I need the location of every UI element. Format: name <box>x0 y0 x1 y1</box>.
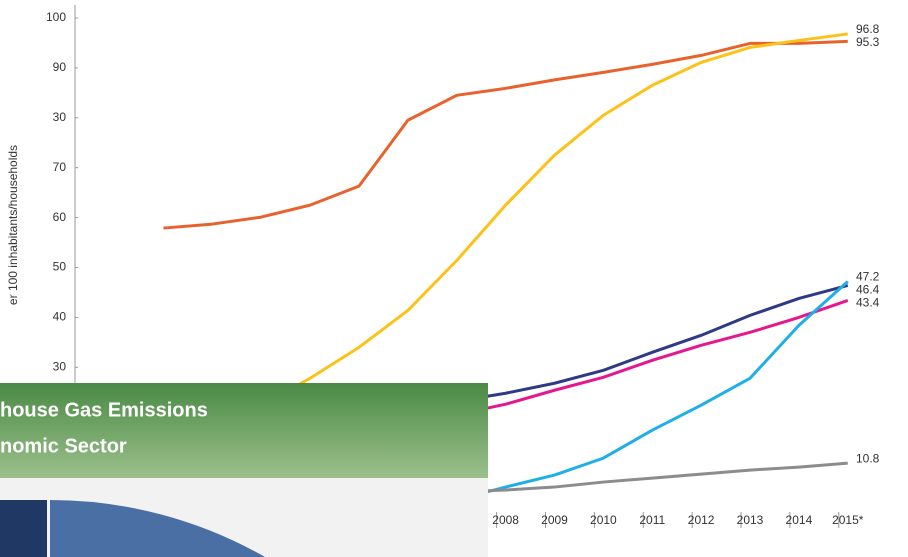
x-tick-label: 2008 <box>492 513 519 527</box>
y-tick-label: 60 <box>53 210 67 224</box>
data-label: 10.8 <box>856 451 880 465</box>
overlay-panel: house Gas Emissions nomic Sector <box>0 383 488 557</box>
data-label: 46.4 <box>856 283 880 297</box>
data-label: 43.4 <box>856 296 880 310</box>
overlay-title: nomic Sector <box>0 435 127 457</box>
x-tick-label: 2015* <box>832 513 864 527</box>
data-label: 96.8 <box>856 22 880 36</box>
x-tick-label: 2014 <box>786 513 813 527</box>
line <box>456 280 849 501</box>
pie-slice <box>0 500 47 557</box>
y-tick-label: 40 <box>53 310 67 324</box>
y-tick-label: 30 <box>53 359 67 373</box>
y-tick-label: 30 <box>53 110 67 124</box>
y-tick-label: 90 <box>53 60 67 74</box>
y-tick-label: 50 <box>53 260 67 274</box>
y-axis-label: er 100 inhabitants/households <box>6 145 20 305</box>
x-tick-label: 2010 <box>590 513 617 527</box>
pie-slice <box>50 500 265 557</box>
overlay-header <box>0 383 488 478</box>
data-label: 47.2 <box>856 270 880 284</box>
overlay-title: house Gas Emissions <box>0 399 208 421</box>
line <box>163 39 848 230</box>
x-tick-label: 2012 <box>688 513 715 527</box>
y-tick-label: 70 <box>53 160 67 174</box>
data-label: 95.3 <box>856 35 880 49</box>
y-tick-label: 100 <box>46 10 66 24</box>
x-tick-label: 2013 <box>737 513 764 527</box>
x-tick-label: 2009 <box>541 513 568 527</box>
x-tick-label: 2011 <box>639 513 665 527</box>
